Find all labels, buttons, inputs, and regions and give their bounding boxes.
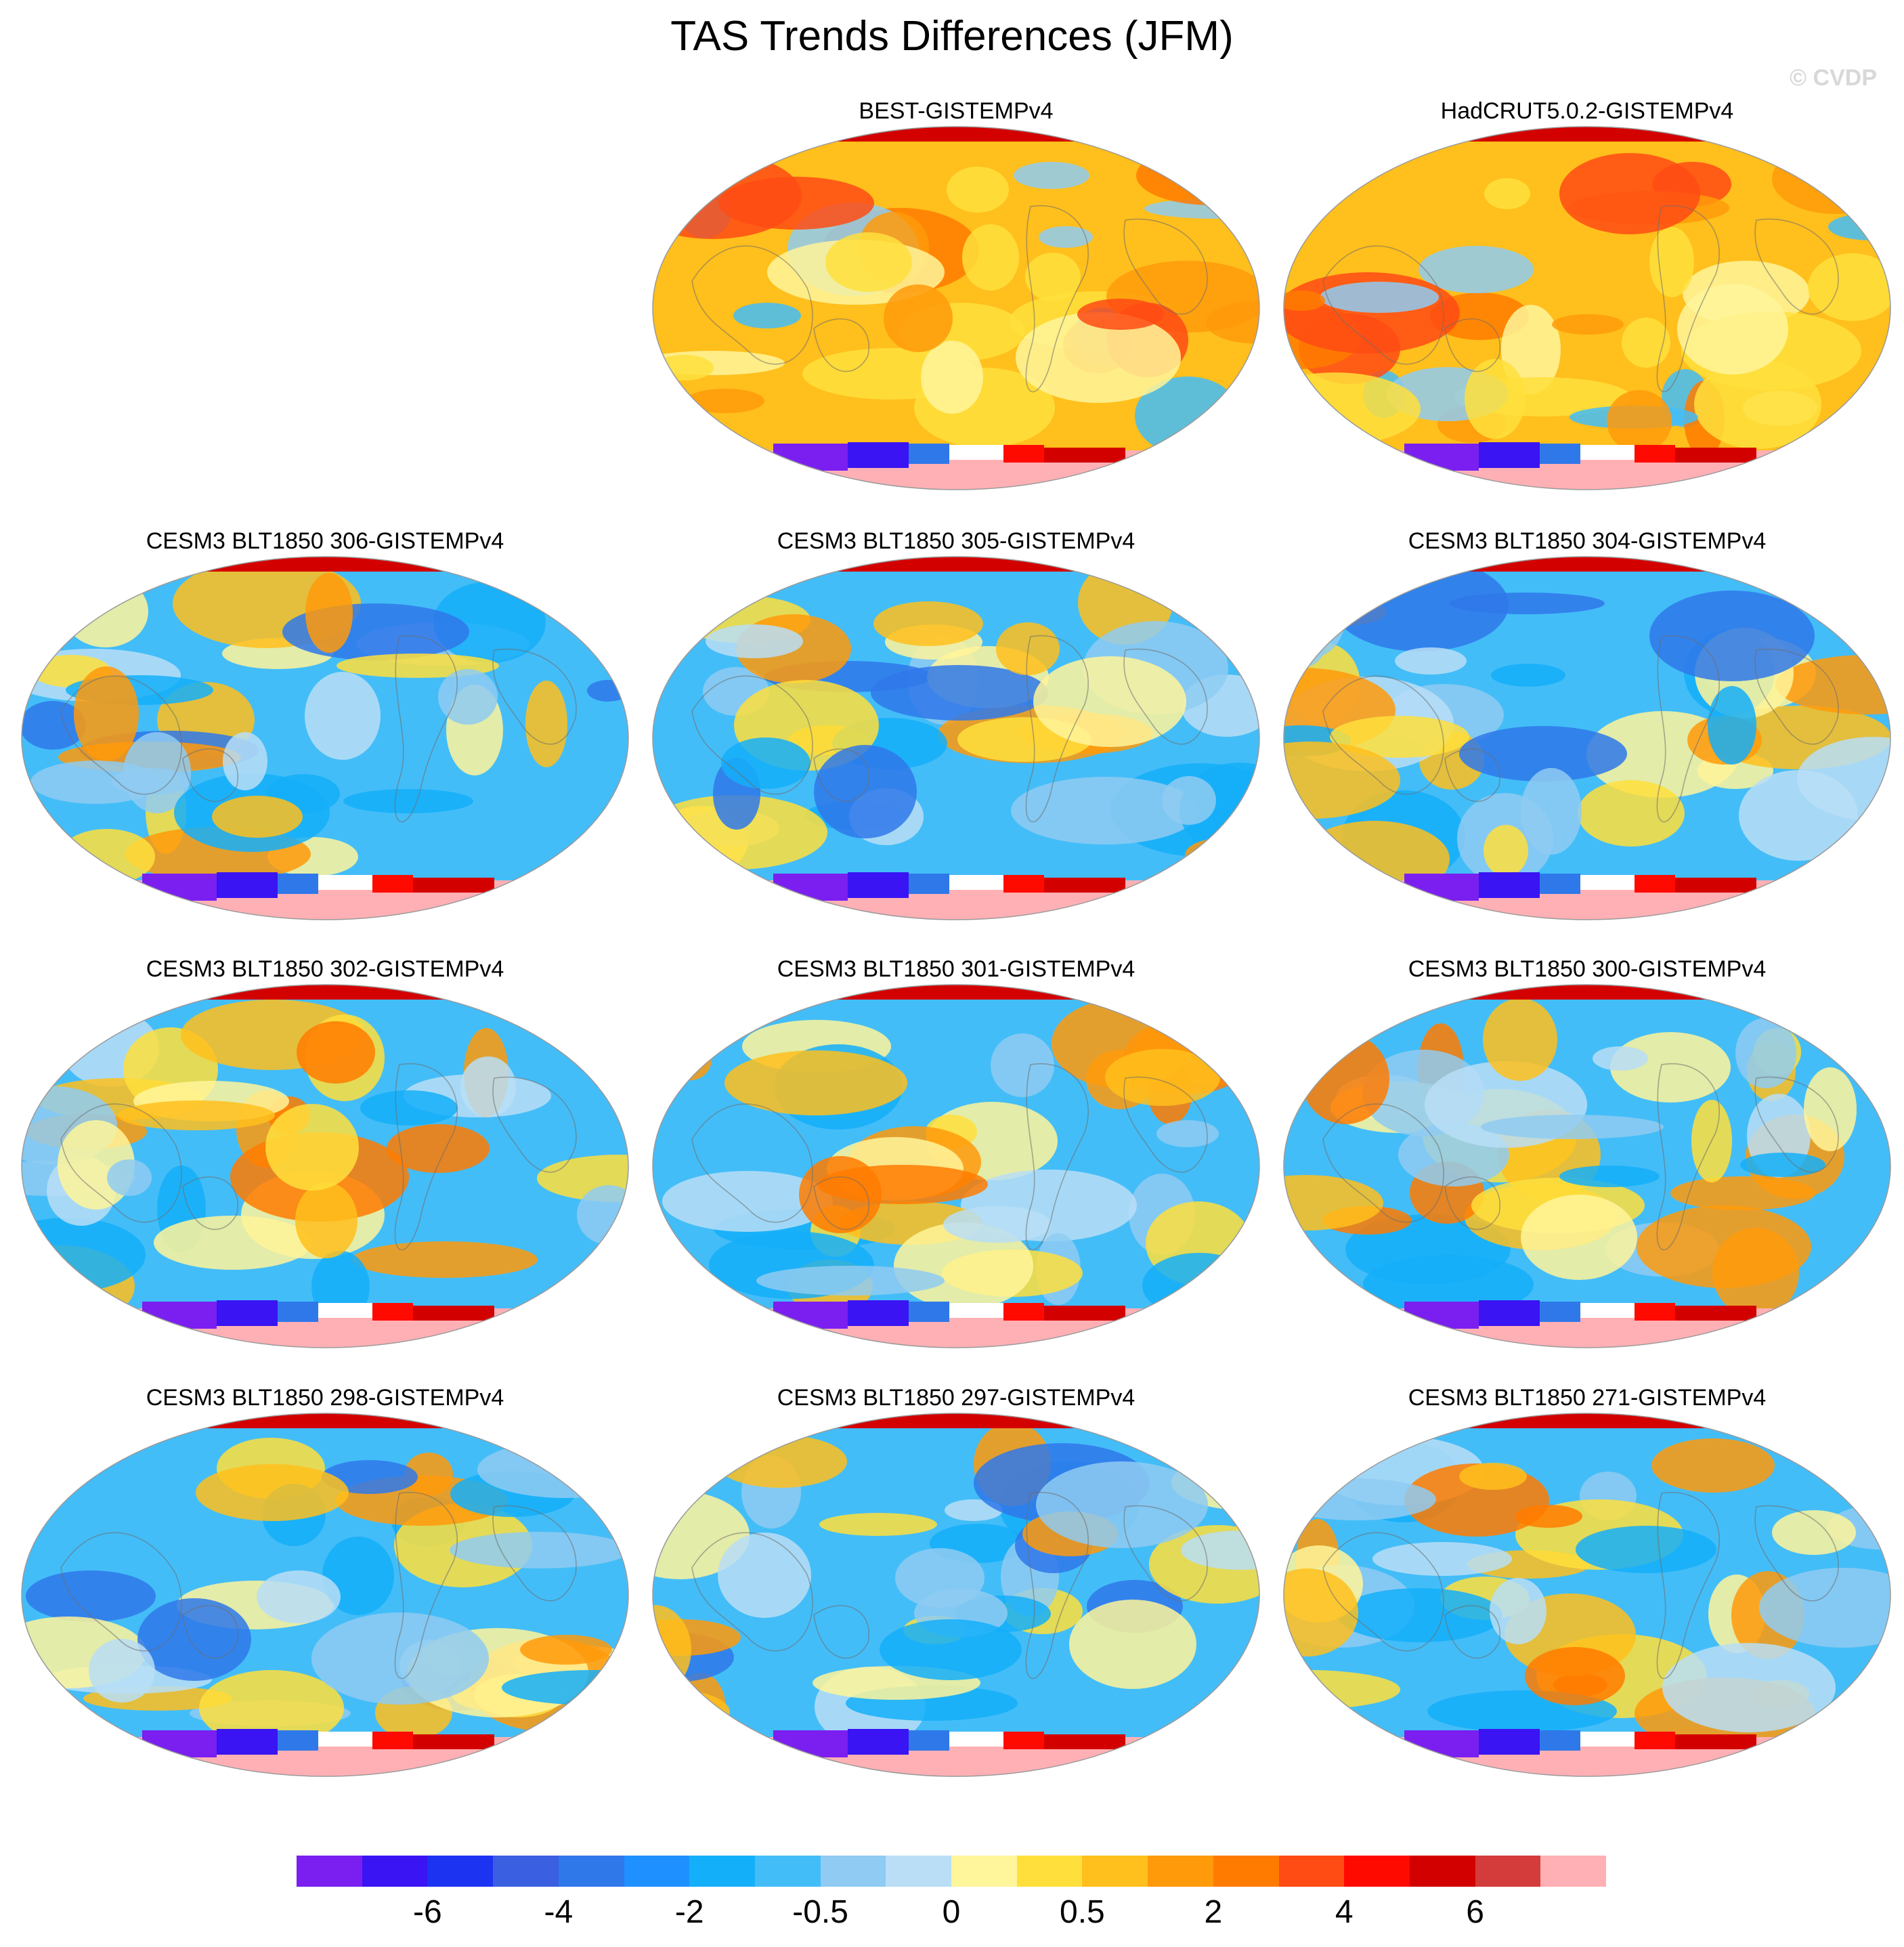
map-panel: HadCRUT5.0.2-GISTEMPv4 <box>1276 98 1899 505</box>
colorbar-box <box>1278 1856 1345 1887</box>
colorbar-box <box>1016 1856 1083 1887</box>
map-panel: CESM3 BLT1850 271-GISTEMPv4 <box>1276 1385 1899 1791</box>
world-map <box>1283 1413 1891 1777</box>
colorbar-tick-label: 0 <box>942 1894 961 1930</box>
watermark: © CVDP <box>1790 65 1877 91</box>
panel-title: CESM3 BLT1850 305-GISTEMPv4 <box>777 528 1135 554</box>
colorbar-box <box>624 1856 690 1887</box>
map-panel: CESM3 BLT1850 298-GISTEMPv4 <box>14 1385 636 1791</box>
panel-title: CESM3 BLT1850 301-GISTEMPv4 <box>777 956 1135 982</box>
colorbar <box>297 1856 1607 1887</box>
map-panel: BEST-GISTEMPv4 <box>645 98 1268 505</box>
map-panel: CESM3 BLT1850 304-GISTEMPv4 <box>1276 528 1899 935</box>
colorbar-box <box>558 1856 624 1887</box>
panel-title: CESM3 BLT1850 300-GISTEMPv4 <box>1408 956 1767 982</box>
world-map <box>652 984 1260 1348</box>
figure-title: TAS Trends Differences (JFM) <box>670 13 1234 60</box>
world-map <box>21 1413 629 1777</box>
colorbar-tick-label: -2 <box>674 1894 704 1930</box>
colorbar-box <box>1540 1856 1607 1887</box>
panel-title: CESM3 BLT1850 306-GISTEMPv4 <box>146 528 504 554</box>
colorbar-box <box>1344 1856 1410 1887</box>
colorbar-box <box>951 1856 1017 1887</box>
colorbar-box <box>820 1856 886 1887</box>
world-map <box>1283 984 1891 1348</box>
map-panel: CESM3 BLT1850 305-GISTEMPv4 <box>645 528 1268 935</box>
world-map <box>652 556 1260 920</box>
panel-title: BEST-GISTEMPv4 <box>859 98 1054 124</box>
map-panel: CESM3 BLT1850 302-GISTEMPv4 <box>14 956 636 1363</box>
colorbar-tick-label: 6 <box>1466 1894 1484 1930</box>
panel-title: CESM3 BLT1850 297-GISTEMPv4 <box>777 1385 1135 1411</box>
panel-title: CESM3 BLT1850 271-GISTEMPv4 <box>1408 1385 1767 1411</box>
map-panel: CESM3 BLT1850 306-GISTEMPv4 <box>14 528 636 935</box>
colorbar-tick-label: -6 <box>413 1894 442 1930</box>
map-panel: CESM3 BLT1850 301-GISTEMPv4 <box>645 956 1268 1363</box>
colorbar-box <box>1148 1856 1213 1887</box>
colorbar-box <box>427 1856 494 1887</box>
colorbar-tick-label: -4 <box>544 1894 574 1930</box>
panel-title: HadCRUT5.0.2-GISTEMPv4 <box>1440 98 1734 124</box>
colorbar-box <box>689 1856 755 1887</box>
panel-title: CESM3 BLT1850 302-GISTEMPv4 <box>146 956 504 982</box>
colorbar-box <box>1475 1856 1541 1887</box>
colorbar-box <box>493 1856 559 1887</box>
colorbar-box <box>1213 1856 1279 1887</box>
colorbar-box <box>754 1856 821 1887</box>
world-map <box>21 556 629 920</box>
colorbar-tick-label: 2 <box>1204 1894 1223 1930</box>
colorbar-box <box>297 1856 362 1887</box>
colorbar-box <box>362 1856 428 1887</box>
colorbar-tick-label: 4 <box>1335 1894 1354 1930</box>
map-panel: CESM3 BLT1850 297-GISTEMPv4 <box>645 1385 1268 1791</box>
map-panel: CESM3 BLT1850 300-GISTEMPv4 <box>1276 956 1899 1363</box>
colorbar-box <box>1409 1856 1475 1887</box>
colorbar-tick-label: 0.5 <box>1060 1894 1105 1930</box>
colorbar-tick-label: -0.5 <box>792 1894 848 1930</box>
world-map <box>1283 556 1891 920</box>
colorbar-box <box>886 1856 952 1887</box>
world-map <box>652 1413 1260 1777</box>
colorbar-box <box>1082 1856 1148 1887</box>
world-map <box>1283 126 1891 490</box>
world-map <box>652 126 1260 490</box>
panel-title: CESM3 BLT1850 304-GISTEMPv4 <box>1408 528 1767 554</box>
world-map <box>21 984 629 1348</box>
panel-title: CESM3 BLT1850 298-GISTEMPv4 <box>146 1385 504 1411</box>
